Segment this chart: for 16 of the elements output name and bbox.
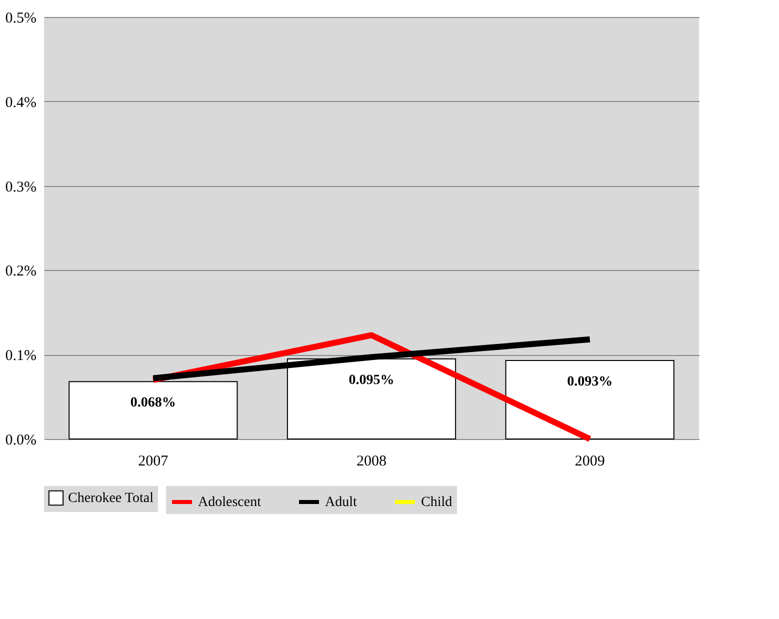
x-tick-label: 2007	[138, 454, 169, 470]
y-tick-label: 0.5%	[5, 10, 36, 26]
y-tick-label: 0.1%	[5, 348, 36, 364]
data-label: 0.095%	[348, 372, 394, 388]
x-tick-label: 2009	[574, 454, 605, 470]
legend-label: Cherokee Total	[68, 491, 154, 506]
legend-label: Adolescent	[198, 495, 262, 510]
legend-label: Child	[421, 495, 452, 510]
data-label: 0.068%	[130, 396, 176, 411]
y-tick-label: 0.4%	[5, 94, 36, 111]
y-tick-label: 0.0%	[5, 432, 36, 448]
x-tick-label: 2008	[356, 454, 386, 470]
data-label: 0.093%	[567, 374, 613, 390]
y-tick-label: 0.3%	[5, 179, 36, 196]
y-tick-label: 0.2%	[5, 264, 36, 280]
legend-label: Adult	[325, 495, 357, 510]
